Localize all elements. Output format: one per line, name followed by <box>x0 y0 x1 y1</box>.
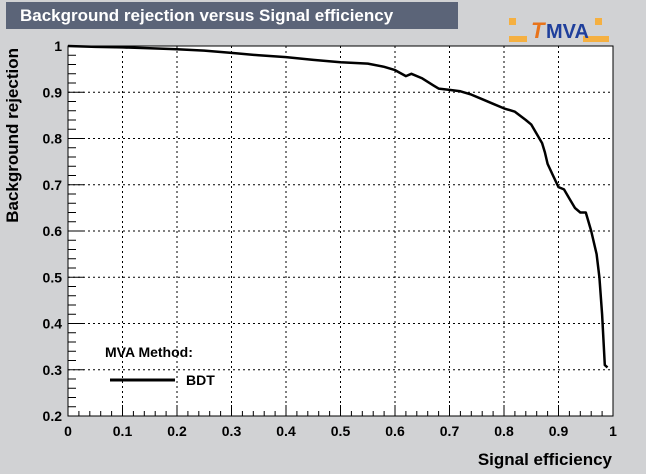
x-tick-label: 0.7 <box>440 423 460 439</box>
x-tick-label: 0.5 <box>331 423 351 439</box>
series-line-bdt <box>67 44 609 369</box>
legend-label-bdt: BDT <box>186 372 215 388</box>
logo-stripe-left <box>509 36 527 42</box>
x-tick-label: 0 <box>64 423 72 439</box>
y-tick-label: 0.8 <box>43 131 63 147</box>
y-tick-label: 0.7 <box>43 177 63 193</box>
x-tick-label: 0.3 <box>222 423 242 439</box>
logo-text-t: T <box>531 18 546 42</box>
x-tick-label: 0.8 <box>494 423 514 439</box>
y-axis-title: Background rejection <box>3 48 22 223</box>
x-tick-label: 0.4 <box>276 423 296 439</box>
tmva-logo: T MVA <box>509 18 609 42</box>
series-group <box>67 44 609 369</box>
grid-lines <box>68 46 613 416</box>
logo-text-mva: MVA <box>546 21 589 42</box>
legend-header: MVA Method: <box>105 344 193 360</box>
y-tick-label: 0.3 <box>43 362 63 378</box>
x-tick-label: 0.1 <box>113 423 133 439</box>
axis-ticks <box>67 45 614 417</box>
legend: MVA Method: BDT <box>105 344 215 388</box>
y-tick-label: 0.5 <box>43 269 63 285</box>
y-tick-label: 1 <box>54 38 62 54</box>
logo-stripe-right <box>583 36 609 42</box>
logo-block-right <box>595 18 602 25</box>
x-tick-label: 0.6 <box>385 423 405 439</box>
chart-title: Background rejection versus Signal effic… <box>6 2 458 29</box>
x-tick-labels: 0 0.1 0.2 0.3 0.4 0.5 0.6 0.7 0.8 0.9 1 <box>64 423 617 439</box>
y-tick-label: 0.2 <box>43 408 63 424</box>
x-tick-label: 0.9 <box>549 423 569 439</box>
y-tick-label: 0.4 <box>43 316 63 332</box>
y-tick-labels: 0.2 0.3 0.4 0.5 0.6 0.7 0.8 0.9 1 <box>43 38 63 424</box>
y-tick-label: 0.9 <box>43 84 63 100</box>
logo-block-left <box>509 18 516 25</box>
x-tick-label: 1 <box>609 423 617 439</box>
y-tick-label: 0.6 <box>43 223 63 239</box>
x-axis-title: Signal efficiency <box>478 450 613 469</box>
x-tick-label: 0.2 <box>167 423 187 439</box>
